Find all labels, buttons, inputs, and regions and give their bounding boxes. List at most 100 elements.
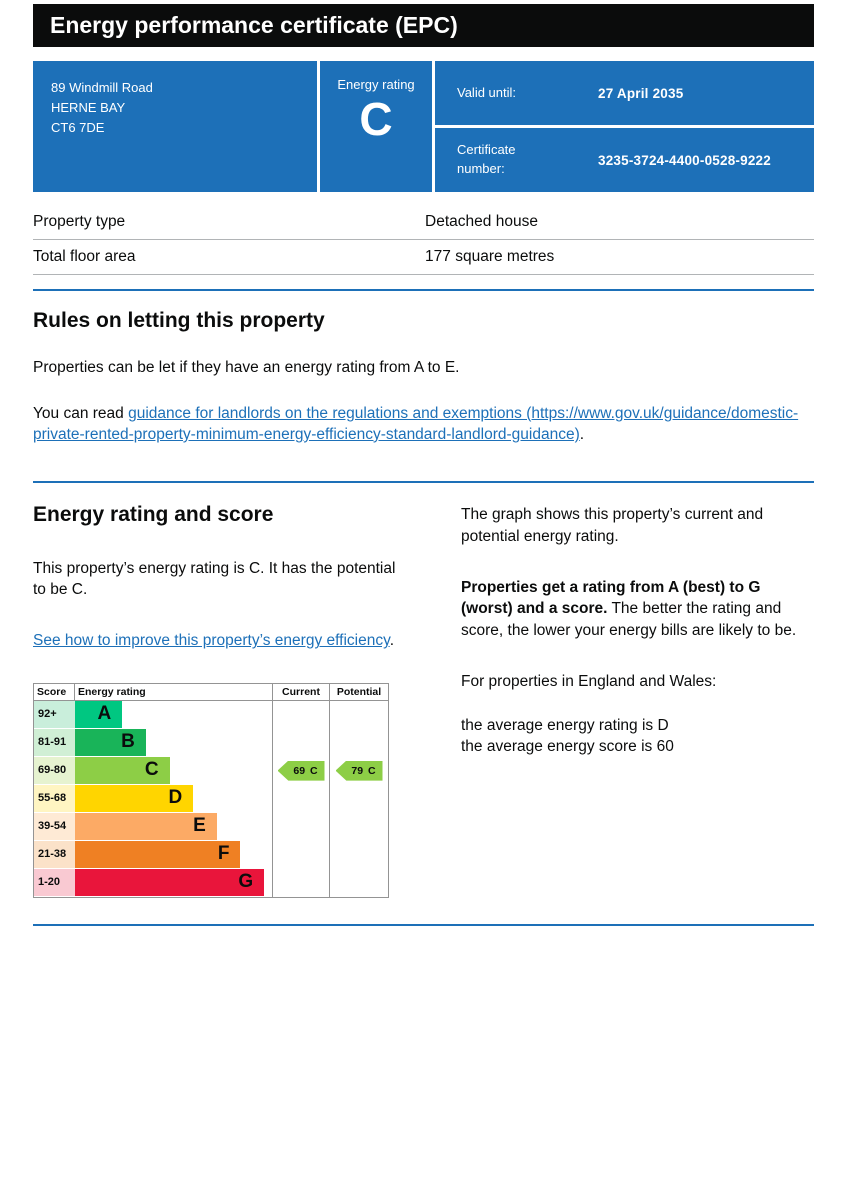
- current-rating-letter: C: [310, 764, 318, 777]
- band-score-cell: 69-80: [34, 756, 75, 785]
- band-letter: E: [193, 815, 206, 837]
- certificate-number-row: Certificate number: 3235-3724-4400-0528-…: [435, 128, 814, 192]
- ratings-explainer-bold: Properties get a rating from A (best) to…: [461, 579, 761, 618]
- band-rating-cell: C: [75, 756, 272, 785]
- band-rating-cell: G: [75, 868, 272, 897]
- band-bar: C: [75, 756, 170, 784]
- band-letter: D: [168, 787, 183, 809]
- band-score-cell: 55-68: [34, 784, 75, 813]
- address-line-2: HERNE BAY: [51, 100, 126, 116]
- potential-cell: [329, 840, 388, 869]
- potential-cell: [329, 812, 388, 841]
- score-column-header: Score: [34, 683, 75, 701]
- floor-area-label: Total floor area: [33, 248, 136, 265]
- epc-chart: Score Energy rating Current Potential 92…: [33, 682, 389, 898]
- epc-band-row-a: 92+ A: [34, 700, 388, 729]
- band-bar: F: [75, 840, 241, 868]
- band-bar: E: [75, 812, 217, 840]
- epc-band-row-d: 55-68 D: [34, 784, 388, 813]
- band-letter: C: [144, 759, 159, 781]
- current-score: 69: [293, 764, 306, 777]
- current-cell: [272, 728, 329, 757]
- improve-efficiency-link[interactable]: See how to improve this property’s energ…: [33, 632, 390, 650]
- rating-right-column: The graph shows this property’s current …: [461, 502, 814, 897]
- rules-paragraph: Properties can be let if they have an en…: [33, 359, 460, 377]
- section-divider: [33, 289, 814, 291]
- potential-column-header: Potential: [329, 683, 388, 701]
- valid-until-row: Valid until: 27 April 2035: [435, 61, 814, 125]
- potential-rating-arrow: 79 C: [335, 760, 383, 781]
- band-score-cell: 1-20: [34, 868, 75, 897]
- guidance-prefix: You can read: [33, 404, 129, 422]
- table-row: Total floor area 177 square metres: [33, 240, 814, 275]
- band-score-cell: 21-38: [34, 840, 75, 869]
- current-cell: [272, 840, 329, 869]
- potential-rating-letter: C: [368, 764, 376, 777]
- band-score-cell: 81-91: [34, 728, 75, 757]
- epc-band-row-g: 1-20 G: [34, 868, 388, 897]
- summary-panel: 89 Windmill Road HERNE BAY CT6 7DE Energ…: [33, 61, 814, 192]
- current-cell: [272, 700, 329, 729]
- potential-cell: [329, 784, 388, 813]
- table-row: Property type Detached house: [33, 205, 814, 240]
- rules-heading: Rules on letting this property: [33, 309, 325, 332]
- band-rating-cell: B: [75, 728, 272, 757]
- england-wales-paragraph: For properties in England and Wales:: [461, 673, 717, 691]
- rating-heading: Energy rating and score: [33, 503, 274, 527]
- landlord-guidance-link[interactable]: guidance for landlords on the regulation…: [33, 404, 799, 443]
- epc-chart-header: Score Energy rating Current Potential: [34, 683, 388, 701]
- guidance-suffix: .: [579, 425, 585, 443]
- improve-paragraph: See how to improve this property’s energ…: [33, 630, 405, 651]
- current-cell: [272, 784, 329, 813]
- epc-band-row-f: 21-38 F: [34, 840, 388, 869]
- validity-column: Valid until: 27 April 2035 Certificate n…: [435, 61, 814, 192]
- rating-intro: This property’s energy rating is C. It h…: [33, 559, 396, 598]
- ratings-explainer-rest: The better the rating and score, the low…: [461, 600, 797, 639]
- current-column-header: Current: [272, 683, 329, 701]
- property-type-label: Property type: [33, 213, 126, 230]
- valid-until-value: 27 April 2035: [598, 85, 684, 101]
- rating-left-column: Energy rating and score This property’s …: [33, 502, 421, 898]
- current-cell: 69 C: [272, 756, 329, 785]
- section-divider: [33, 481, 814, 484]
- potential-cell: 79 C: [329, 756, 388, 785]
- energy-rating-box: Energy rating C: [320, 61, 432, 192]
- band-rating-cell: D: [75, 784, 272, 813]
- band-letter: G: [238, 871, 254, 893]
- band-letter: B: [121, 731, 135, 753]
- potential-cell: [329, 700, 388, 729]
- average-rating-line: the average energy rating is D: [461, 716, 669, 734]
- graph-intro-paragraph: The graph shows this property’s current …: [461, 506, 764, 545]
- certificate-number-value: 3235-3724-4400-0528-9222: [598, 152, 771, 168]
- energy-rating-label: Energy rating: [337, 77, 415, 92]
- ratings-explainer-paragraph: Properties get a rating from A (best) to…: [461, 577, 814, 641]
- band-bar: A: [75, 700, 123, 728]
- guidance-paragraph: You can read guidance for landlords on t…: [33, 403, 814, 446]
- improve-suffix: .: [389, 632, 394, 650]
- band-bar: B: [75, 728, 146, 756]
- address-box: 89 Windmill Road HERNE BAY CT6 7DE: [33, 61, 317, 192]
- address-line-1: 89 Windmill Road: [51, 80, 153, 95]
- energy-rating-letter: C: [359, 93, 393, 145]
- document-title: Energy performance certificate (EPC): [50, 12, 458, 38]
- energy-rating-section: Energy rating and score This property’s …: [33, 502, 814, 898]
- band-letter: A: [97, 703, 112, 725]
- averages-paragraph: the average energy rating is D the avera…: [461, 715, 814, 758]
- band-letter: F: [217, 843, 230, 865]
- current-rating-arrow: 69 C: [277, 760, 325, 781]
- property-type-value: Detached house: [425, 213, 538, 230]
- band-score-cell: 39-54: [34, 812, 75, 841]
- floor-area-value: 177 square metres: [425, 248, 555, 265]
- band-score-cell: 92+: [34, 700, 75, 729]
- epc-document: Energy performance certificate (EPC) 89 …: [33, 4, 814, 926]
- band-rating-cell: A: [75, 700, 272, 729]
- band-rating-cell: F: [75, 840, 272, 869]
- band-rating-cell: E: [75, 812, 272, 841]
- band-bar: D: [75, 784, 194, 812]
- potential-score: 79: [351, 764, 364, 777]
- potential-cell: [329, 868, 388, 897]
- address-line-3: CT6 7DE: [51, 120, 105, 136]
- potential-cell: [329, 728, 388, 757]
- epc-band-row-b: 81-91 B: [34, 728, 388, 757]
- valid-until-label: Valid until:: [457, 84, 517, 100]
